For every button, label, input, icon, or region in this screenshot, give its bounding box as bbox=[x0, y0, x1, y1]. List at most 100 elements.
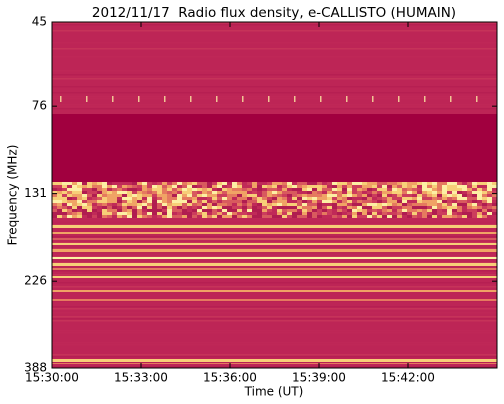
spectrogram-cell bbox=[182, 200, 187, 203]
spectrogram-cell bbox=[107, 185, 112, 188]
spectrogram-cell bbox=[107, 203, 112, 206]
spectrogram-cell bbox=[217, 212, 222, 215]
spectrogram-cell bbox=[172, 203, 177, 206]
spectrogram-cell bbox=[257, 206, 262, 209]
spectrogram-row bbox=[52, 106, 497, 108]
spectrogram-cell bbox=[337, 182, 342, 185]
spectrogram-cell bbox=[142, 182, 147, 185]
spectrogram-cell bbox=[392, 197, 397, 200]
spectrogram-cell bbox=[372, 188, 377, 191]
spectrogram-cell bbox=[382, 206, 387, 209]
spectrogram-cell bbox=[207, 215, 212, 218]
spectrogram-cell bbox=[217, 200, 222, 203]
spectrogram-cell bbox=[322, 203, 327, 206]
spectrogram-cell bbox=[342, 194, 347, 197]
spectrogram-cell bbox=[187, 185, 192, 188]
spectrogram-cell bbox=[117, 203, 122, 206]
spectrogram-cell bbox=[92, 203, 97, 206]
spectrogram-cell bbox=[102, 212, 107, 215]
spectrogram-cell bbox=[157, 209, 162, 212]
spectrogram-cell bbox=[192, 215, 197, 218]
spectrogram-cell bbox=[217, 188, 222, 191]
spectrogram-cell bbox=[217, 185, 222, 188]
spectrogram-cell bbox=[362, 203, 367, 206]
spectrogram-cell bbox=[152, 215, 157, 218]
spectrogram-cell bbox=[62, 200, 67, 203]
x-tick-label: 15:30:00 bbox=[25, 371, 79, 385]
spectrogram-cell bbox=[442, 182, 447, 185]
spectrogram-cell bbox=[332, 215, 337, 218]
spectrogram-cell bbox=[487, 212, 492, 215]
spectrogram-cell bbox=[402, 203, 407, 206]
spectrogram-cell bbox=[427, 197, 432, 200]
spectrogram-cell bbox=[162, 197, 167, 200]
spectrogram-cell bbox=[332, 185, 337, 188]
spectrogram-cell bbox=[492, 200, 497, 203]
spectrogram-cell bbox=[292, 200, 297, 203]
spectrogram-cell bbox=[272, 182, 277, 185]
spectrogram-cell bbox=[207, 182, 212, 185]
y-axis-label: Frequency (MHz) bbox=[6, 145, 20, 246]
spectrogram-cell bbox=[422, 194, 427, 197]
spectrogram-cell bbox=[377, 206, 382, 209]
spectrogram-cell bbox=[352, 206, 357, 209]
spectrogram-cell bbox=[172, 191, 177, 194]
spectrogram-cell bbox=[372, 185, 377, 188]
spectrogram-cell bbox=[57, 194, 62, 197]
spectrogram-cell bbox=[237, 203, 242, 206]
spectrogram-cell bbox=[367, 215, 372, 218]
spectrogram-cell bbox=[347, 188, 352, 191]
spectrogram-cell bbox=[212, 194, 217, 197]
spectrogram-cell bbox=[362, 191, 367, 194]
spectrogram-cell bbox=[447, 182, 452, 185]
spectrogram-cell bbox=[357, 203, 362, 206]
spectrogram-cell bbox=[147, 215, 152, 218]
spectrogram-cell bbox=[442, 194, 447, 197]
spectrogram-cell bbox=[447, 203, 452, 206]
spectrogram-cell bbox=[77, 197, 82, 200]
spectrogram-cell bbox=[392, 185, 397, 188]
spectrogram-row bbox=[52, 254, 497, 256]
spectrogram-cell bbox=[167, 200, 172, 203]
spectrogram-cell bbox=[252, 206, 257, 209]
spectrogram-cell bbox=[252, 185, 257, 188]
spectrogram-cell bbox=[117, 194, 122, 197]
spectrogram-cell bbox=[217, 206, 222, 209]
spectrogram-row bbox=[52, 24, 497, 26]
spectrogram-cell bbox=[247, 194, 252, 197]
spectrogram-cell bbox=[352, 209, 357, 212]
spectrogram-cell bbox=[67, 197, 72, 200]
spectrogram-cell bbox=[382, 197, 387, 200]
spectrogram-cell bbox=[432, 203, 437, 206]
spectrogram-cell bbox=[237, 185, 242, 188]
spectrogram-cell bbox=[72, 182, 77, 185]
spectrogram-cell bbox=[102, 209, 107, 212]
spectrogram-cell bbox=[332, 197, 337, 200]
spectrogram-cell bbox=[482, 182, 487, 185]
spectrogram-cell bbox=[162, 215, 167, 218]
spectrogram-cell bbox=[82, 188, 87, 191]
spectrogram-cell bbox=[327, 191, 332, 194]
spectrogram-cell bbox=[322, 212, 327, 215]
spectrogram-cell bbox=[57, 212, 62, 215]
spectrogram-cell bbox=[422, 209, 427, 212]
spectrogram-cell bbox=[452, 182, 457, 185]
spectrogram-cell bbox=[242, 191, 247, 194]
spectrogram-cell bbox=[222, 200, 227, 203]
spectrogram-cell bbox=[257, 197, 262, 200]
spectrogram-cell bbox=[52, 191, 57, 194]
spectrogram-cell bbox=[317, 206, 322, 209]
spectrogram-row bbox=[52, 320, 497, 322]
spectrogram-cell bbox=[107, 206, 112, 209]
spectrogram-cell bbox=[202, 209, 207, 212]
spectrogram-cell bbox=[407, 212, 412, 215]
spectrogram-cell bbox=[282, 197, 287, 200]
spectrogram-cell bbox=[472, 188, 477, 191]
spectrogram-cell bbox=[232, 209, 237, 212]
spectrogram-cell bbox=[317, 212, 322, 215]
spectrogram-cell bbox=[87, 209, 92, 212]
spectrogram-cell bbox=[252, 209, 257, 212]
spectrogram-cell bbox=[287, 203, 292, 206]
spectrogram-cell bbox=[247, 182, 252, 185]
spectrogram-cell bbox=[387, 197, 392, 200]
